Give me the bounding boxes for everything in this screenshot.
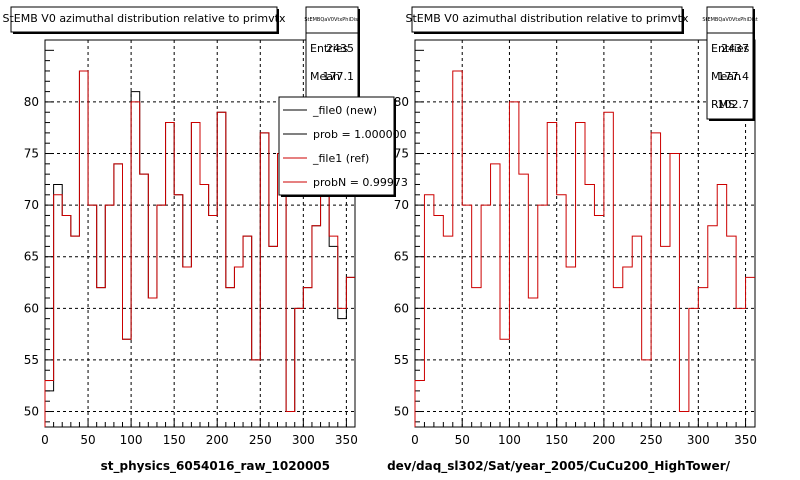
x-tick-label: 350 — [734, 433, 757, 447]
y-tick-label: 50 — [24, 405, 39, 419]
chart-title: StEMB V0 azimuthal distribution relative… — [406, 6, 689, 34]
title-text: StEMB V0 azimuthal distribution relative… — [3, 12, 286, 25]
stats-frame — [706, 6, 754, 120]
x-tick-label: 50 — [455, 433, 470, 447]
stats-frame — [305, 6, 359, 105]
x-tick-label: 200 — [206, 433, 229, 447]
plot-frame — [414, 39, 756, 428]
x-tick-label: 100 — [498, 433, 521, 447]
y-tick-label: 55 — [24, 353, 39, 367]
x-tick-label: 200 — [592, 433, 615, 447]
stats-name: StEMBQaV0VtxPhiDist — [304, 17, 359, 23]
x-tick-label: 100 — [120, 433, 143, 447]
legend-entry: _file1 (ref) — [312, 152, 369, 165]
x-tick-label: 250 — [640, 433, 663, 447]
x-tick-label: 50 — [80, 433, 95, 447]
x-tick-label: 150 — [545, 433, 568, 447]
y-tick-label: 65 — [394, 250, 409, 264]
x-tick-label: 350 — [335, 433, 358, 447]
y-tick-label: 80 — [24, 95, 39, 109]
y-tick-label: 80 — [394, 95, 409, 109]
y-tick-label: 70 — [394, 198, 409, 212]
title-text: StEMB V0 azimuthal distribution relative… — [406, 12, 689, 25]
chart-panel-1: 0 50 100 150 200 250 300 35050556065707580st_ph… — [3, 6, 408, 474]
x-axis-label: dev/daq_sl302/Sat/year_2005/CuCu200_High… — [387, 459, 731, 474]
y-tick-label: 60 — [394, 301, 409, 315]
title-box — [411, 6, 683, 33]
chart-title: StEMB V0 azimuthal distribution relative… — [3, 6, 286, 34]
x-tick-label: 250 — [249, 433, 272, 447]
x-tick-label: 150 — [163, 433, 186, 447]
legend-entry: _file0 (new) — [312, 104, 377, 117]
y-tick-label: 65 — [24, 250, 39, 264]
x-tick-label: 0 — [411, 433, 419, 447]
stats-name: StEMBQaV0VtxPhiDist — [702, 17, 757, 23]
title-box — [10, 6, 278, 33]
stats-label: Entries — [711, 42, 750, 55]
stats-value: 102.7 — [718, 98, 750, 111]
stats-label: RMS — [711, 98, 735, 111]
y-tick-label: 55 — [394, 353, 409, 367]
chart-panel-2: 0 50 100 150 200 250 300 35050556065707580dev/d… — [387, 6, 758, 474]
legend-frame — [278, 96, 395, 196]
y-tick-label: 60 — [24, 301, 39, 315]
stats-value: 2437 — [721, 42, 749, 55]
stats-value: 2435 — [326, 42, 354, 55]
x-tick-label: 0 — [41, 433, 49, 447]
stats-label: Entries — [310, 42, 349, 55]
stats-value: 177.1 — [323, 70, 355, 83]
legend-entry: prob = 1.000000 — [313, 128, 407, 141]
legend: _file0 (new) prob = 1.000000 _file1 (ref) p… — [278, 96, 408, 197]
x-axis-label: st_physics_6054016_raw_1020005 — [101, 459, 330, 474]
x-tick-label: 300 — [687, 433, 710, 447]
y-tick-label: 75 — [394, 147, 409, 161]
histogram-series-1 — [414, 70, 755, 427]
stats-label: Mean — [711, 70, 741, 83]
y-tick-label: 50 — [394, 405, 409, 419]
y-tick-label: 75 — [24, 147, 39, 161]
stats-value: 177.4 — [718, 70, 750, 83]
histogram-series-2 — [44, 70, 355, 427]
legend-entry: probN = 0.99973 — [313, 176, 408, 189]
x-tick-label: 300 — [292, 433, 315, 447]
y-tick-label: 70 — [24, 198, 39, 212]
stats-label: Mean — [310, 70, 340, 83]
